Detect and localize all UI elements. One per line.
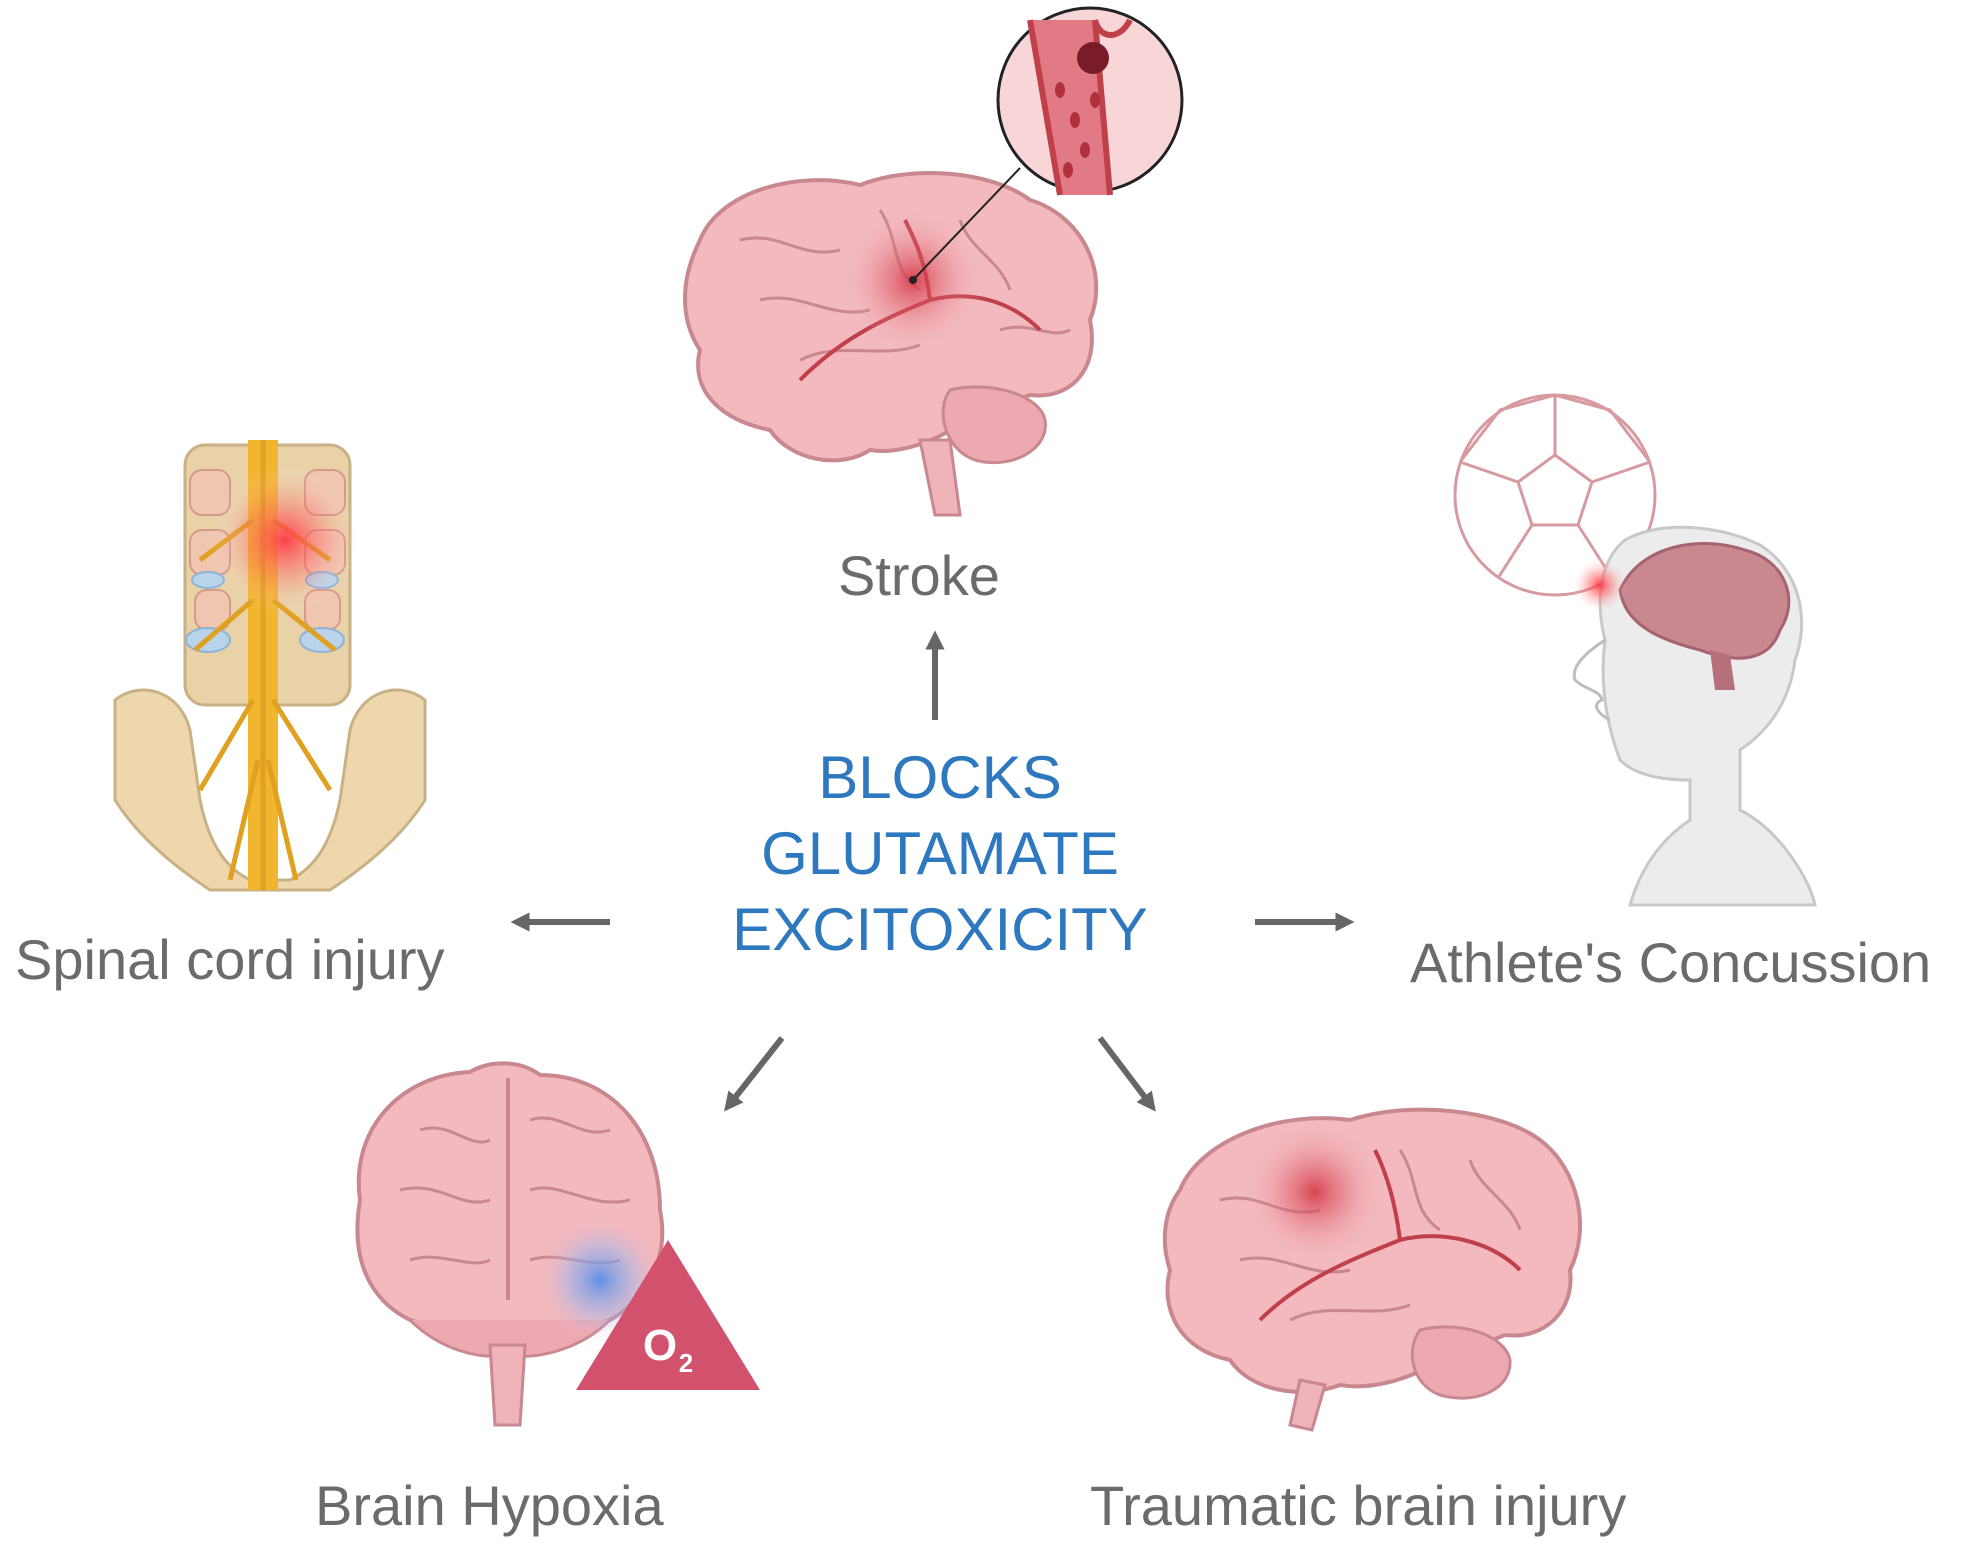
central-mechanism: BLOCKS GLUTAMATE EXCITOXICITY	[690, 740, 1190, 968]
concussion-head-icon	[1453, 393, 1817, 907]
hypoxia-brain-icon: O 2	[355, 1061, 760, 1427]
o2-symbol: O	[643, 1321, 677, 1370]
label-traumatic-brain-injury: Traumatic brain injury	[1090, 1474, 1627, 1537]
soccer-ball-icon	[1453, 393, 1657, 597]
o2-triangle-icon: O 2	[576, 1240, 760, 1390]
o2-subscript: 2	[679, 1348, 693, 1378]
tbi-lesion	[1245, 1122, 1385, 1262]
label-athletes-concussion: Athlete's Concussion	[1410, 931, 1932, 994]
center-line-1: BLOCKS	[818, 744, 1062, 811]
label-brain-hypoxia: Brain Hypoxia	[315, 1474, 664, 1537]
label-stroke: Stroke	[838, 544, 1000, 607]
spinal-lesion	[210, 465, 360, 615]
arrows	[510, 630, 1355, 1112]
arrow-to-tbi	[1097, 1036, 1156, 1112]
center-line-3: EXCITOXICITY	[732, 896, 1148, 963]
tbi-brain-icon	[1162, 1107, 1582, 1432]
concussion-impact	[1572, 557, 1628, 613]
center-line-2: GLUTAMATE	[761, 820, 1119, 887]
spinal-cord-icon	[113, 440, 427, 892]
blood-clot-icon	[996, 6, 1184, 196]
stroke-brain-icon	[683, 167, 1099, 517]
label-spinal-cord-injury: Spinal cord injury	[15, 928, 445, 991]
arrow-to-hypoxia	[724, 1036, 785, 1112]
